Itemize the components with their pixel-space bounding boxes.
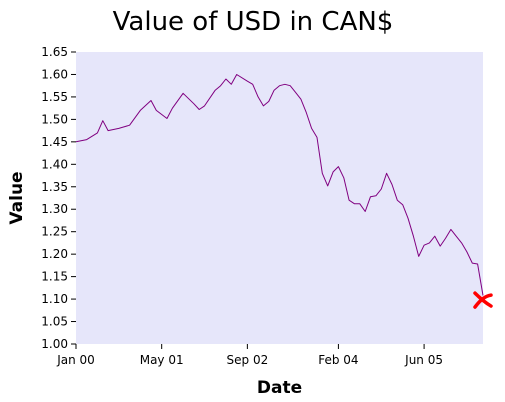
y-tick-label: 1.40 xyxy=(41,157,68,171)
y-tick-label: 1.50 xyxy=(41,112,68,126)
x-tick-label: Sep 02 xyxy=(227,353,269,367)
x-tick-label: May 01 xyxy=(140,353,184,367)
chart-title: Value of USD in CAN$ xyxy=(113,7,394,37)
x-axis: Jan 00 May 01 Sep 02 Feb 04 Jun 05 xyxy=(56,344,443,367)
y-tick-label: 1.15 xyxy=(41,270,68,284)
x-tick-label: Feb 04 xyxy=(318,353,358,367)
y-tick-label: 1.30 xyxy=(41,202,68,216)
y-tick-label: 1.05 xyxy=(41,315,68,329)
y-tick-label: 1.55 xyxy=(41,90,68,104)
series-line-usd-can xyxy=(75,74,484,296)
y-tick-label: 1.35 xyxy=(41,180,68,194)
series-layer xyxy=(75,74,484,296)
x-tick-label: Jun 05 xyxy=(404,353,443,367)
y-tick-label: 1.25 xyxy=(41,225,68,239)
x-tick-label: Jan 00 xyxy=(56,353,95,367)
y-axis: 1.00 1.05 1.10 1.15 1.20 1.25 1.30 1.35 1.40 1.45… xyxy=(41,45,76,351)
latest-value-marker xyxy=(473,291,493,309)
y-tick-label: 1.65 xyxy=(41,45,68,59)
plot-area xyxy=(76,52,483,344)
y-tick-label: 1.45 xyxy=(41,135,68,149)
x-axis-label: Date xyxy=(257,378,302,398)
marker-layer xyxy=(473,291,493,309)
y-tick-label: 1.20 xyxy=(41,247,68,261)
y-axis-label: Value xyxy=(7,171,27,224)
y-tick-label: 1.00 xyxy=(41,337,68,351)
y-tick-label: 1.60 xyxy=(41,67,68,81)
y-tick-label: 1.10 xyxy=(41,292,68,306)
